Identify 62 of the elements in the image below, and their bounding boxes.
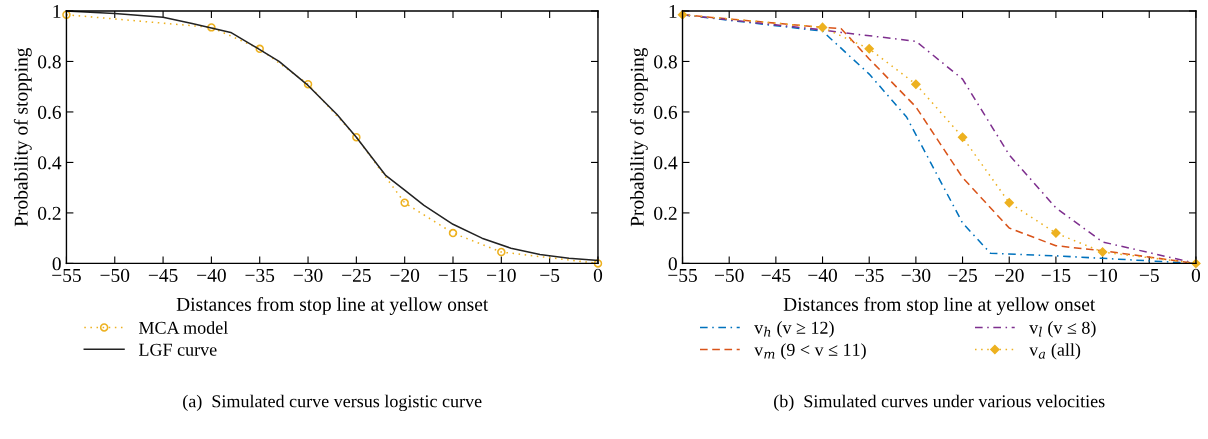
point xyxy=(1004,198,1014,208)
legend-label: LGF curve xyxy=(138,343,217,356)
point xyxy=(255,44,264,54)
y-tick-label: 1 xyxy=(53,4,61,18)
legend-label: MCA model xyxy=(138,321,228,334)
legend-label: v$_{h}$ (v ≥ 12) xyxy=(754,321,834,338)
x-tick-label: −20 xyxy=(390,268,420,282)
y-tick-label: 0.6 xyxy=(654,105,678,119)
x-tick-label: −25 xyxy=(342,268,371,282)
y-tick-label: 0.4 xyxy=(38,156,62,170)
x-tick-label: −45 xyxy=(761,268,791,282)
legend-label: v$_{a}$ (all) xyxy=(1029,343,1081,360)
x-axis-title: Distances from stop line at yellow onset xyxy=(783,297,1096,315)
x-tick-label: −10 xyxy=(1088,268,1118,282)
y-tick-label: 0.8 xyxy=(654,55,677,69)
x-tick-label: −40 xyxy=(808,268,837,282)
x-axis-title: Distances from stop line at yellow onset xyxy=(176,297,489,315)
x-tick-label: 0 xyxy=(1191,268,1201,282)
y-tick-label: 0 xyxy=(668,257,677,271)
y-tick-label: 0.2 xyxy=(38,206,61,220)
x-tick-label: −30 xyxy=(901,268,931,282)
x-tick-label: −45 xyxy=(148,268,178,282)
x-tick-label: −10 xyxy=(487,268,516,282)
x-tick-label: −25 xyxy=(948,268,977,282)
x-tick-label: −20 xyxy=(994,268,1024,282)
x-tick-label: −5 xyxy=(1139,269,1159,282)
x-tick-label: −50 xyxy=(714,268,744,282)
legend-label: v$_{l}$ (v ≤ 8) xyxy=(1029,321,1096,338)
point xyxy=(1051,228,1061,238)
y-tick-label: 0 xyxy=(52,257,61,271)
y-tick-label: 0.2 xyxy=(654,206,677,220)
y-tick-label: 1 xyxy=(669,4,677,18)
y-axis-title: Probability of stopping xyxy=(629,47,648,227)
x-tick-label: −15 xyxy=(438,268,468,282)
y-tick-label: 0.8 xyxy=(38,55,61,69)
x-tick-label: −35 xyxy=(854,268,884,282)
point xyxy=(817,22,828,33)
x-tick-label: −30 xyxy=(293,268,323,282)
point xyxy=(911,79,921,89)
text: (b) Simulated curves under various velocities xyxy=(774,394,1105,412)
x-tick-label: −40 xyxy=(197,268,226,282)
x-tick-label: −5 xyxy=(540,269,560,282)
x-tick-label: −55 xyxy=(668,269,697,282)
point xyxy=(1097,247,1108,257)
point xyxy=(448,228,458,238)
point xyxy=(864,44,874,54)
x-tick-label: −35 xyxy=(245,268,275,282)
y-axis-title: Probability of stopping xyxy=(13,47,32,227)
legend-label: v$_{m}$ (9 < v ≤ 11) xyxy=(754,343,866,360)
point xyxy=(957,132,968,142)
y-tick-label: 0.4 xyxy=(654,156,678,170)
x-tick-label: −15 xyxy=(1041,268,1071,282)
point xyxy=(352,132,361,142)
x-tick-label: −55 xyxy=(52,269,81,282)
point xyxy=(207,23,216,32)
point xyxy=(497,247,506,257)
point xyxy=(303,79,313,89)
x-tick-label: −50 xyxy=(100,268,130,282)
x-tick-label: 0 xyxy=(593,268,603,282)
y-tick-label: 0.6 xyxy=(38,105,61,119)
point xyxy=(400,198,409,208)
text: (a) Simulated curve versus logistic curve xyxy=(183,394,482,412)
